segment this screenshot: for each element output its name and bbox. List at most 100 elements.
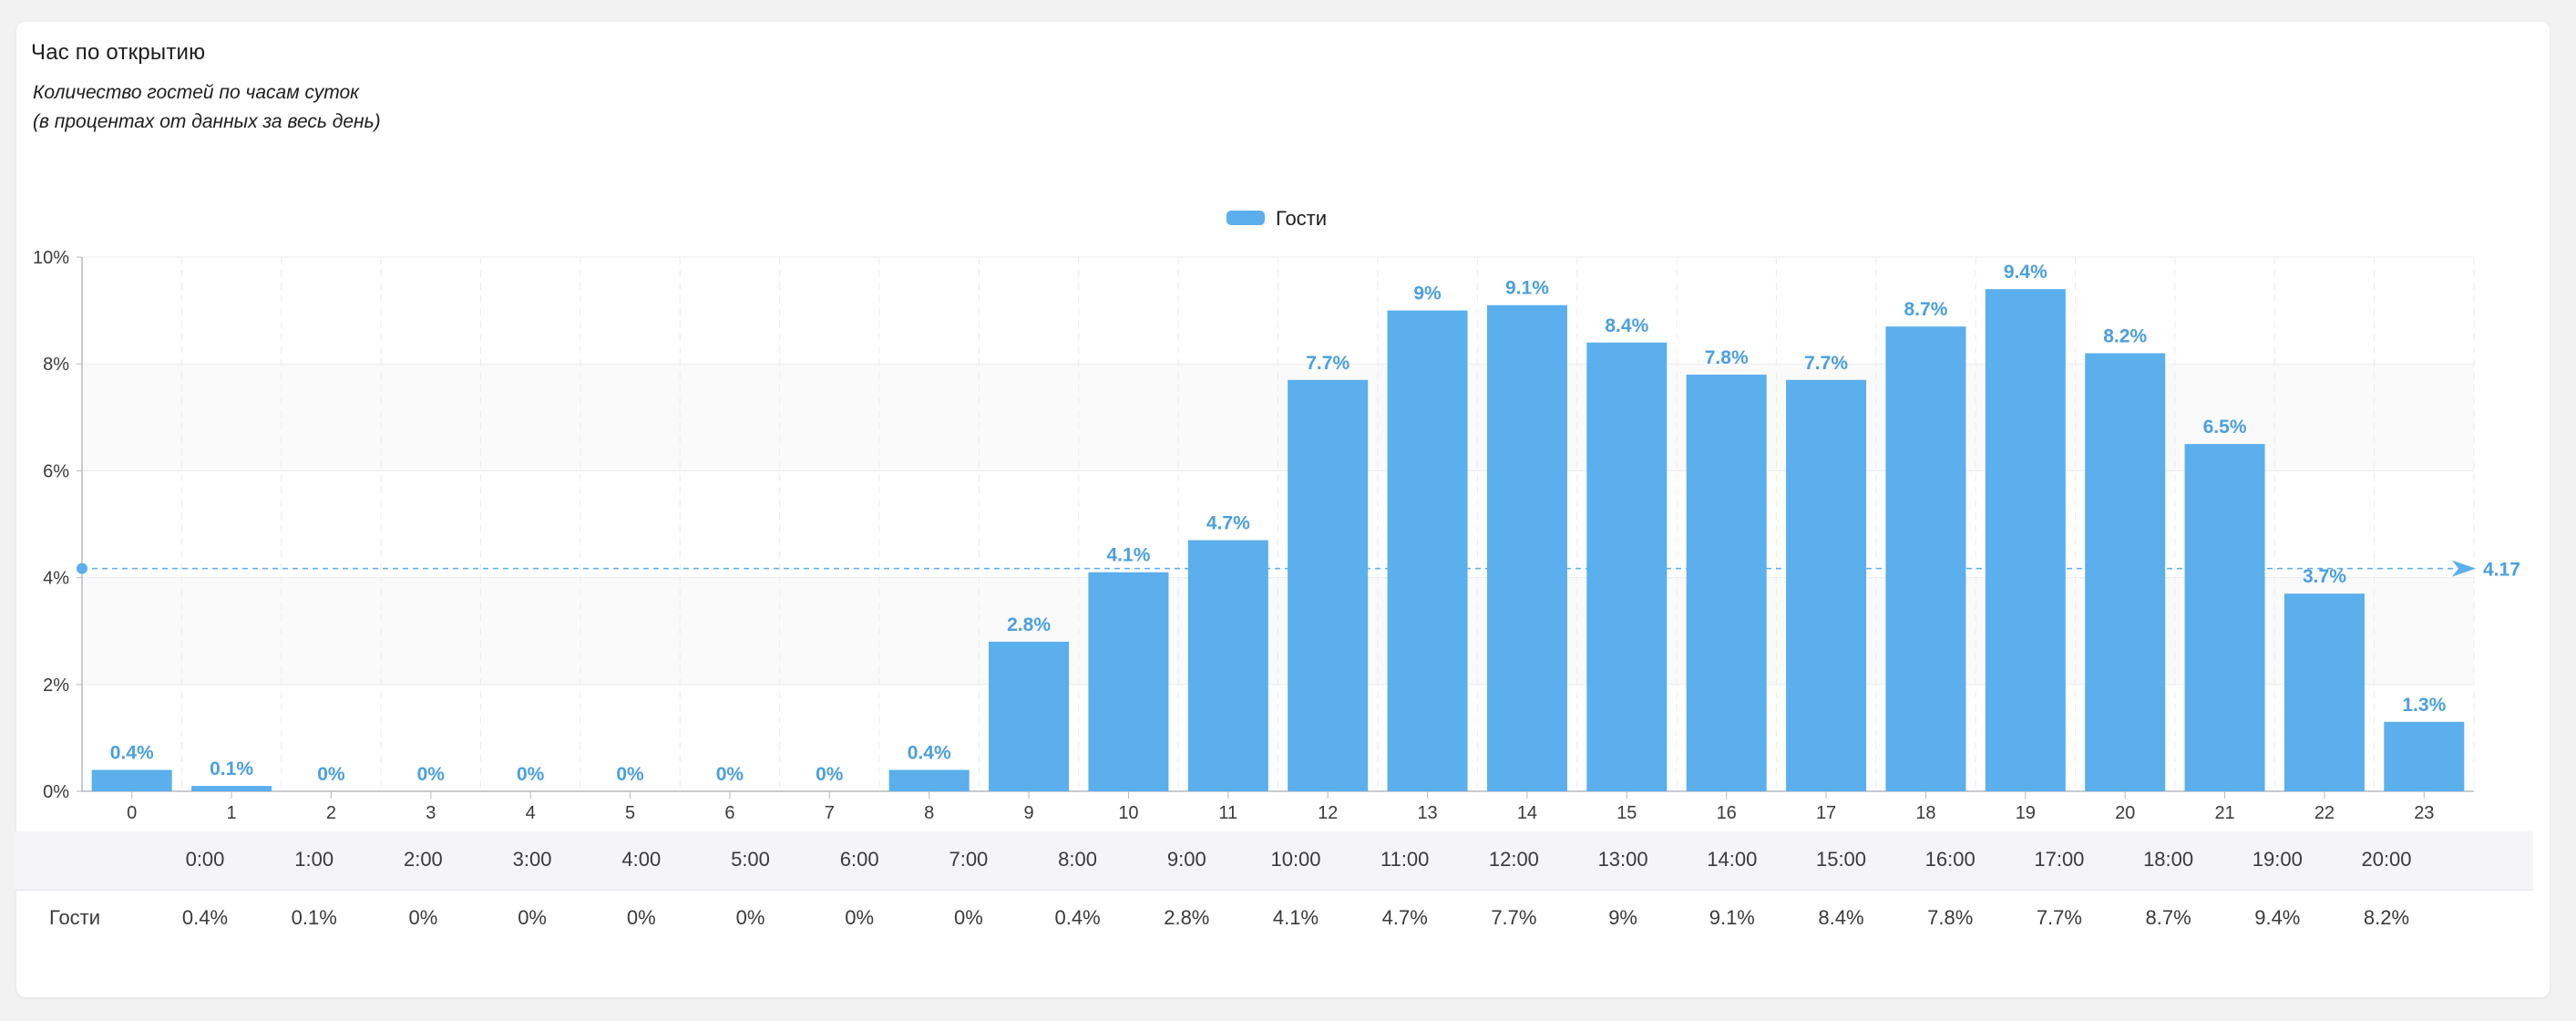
bar-20 bbox=[2085, 353, 2166, 791]
subtitle-line-2: (в процентах от данных за весь день) bbox=[33, 111, 381, 132]
bar-11 bbox=[1187, 540, 1268, 791]
chart-title: Час по открытию bbox=[31, 40, 206, 65]
bar-value-label: 0% bbox=[816, 764, 844, 785]
table-column-header: 9:00 bbox=[1166, 848, 1206, 871]
table-column-header: 0:00 bbox=[185, 848, 225, 871]
bar-chart: 0%2%4%6%8%10%0.4%00.1%10%20%30%40%50%60%… bbox=[33, 207, 2520, 820]
table-cell: 8.7% bbox=[2145, 906, 2191, 929]
bar-21 bbox=[2184, 444, 2265, 791]
x-tick-label: 2 bbox=[326, 803, 336, 820]
table-column-header: 18:00 bbox=[2143, 848, 2194, 871]
table-column-header: 7:00 bbox=[949, 848, 989, 871]
x-tick-label: 10 bbox=[1118, 803, 1138, 820]
table-cell: 0% bbox=[626, 906, 656, 929]
bar-value-label: 0.1% bbox=[210, 758, 253, 779]
bar-8 bbox=[888, 769, 970, 791]
bar-value-label: 2.8% bbox=[1007, 614, 1051, 635]
bar-23 bbox=[2384, 721, 2465, 791]
table-column-header: 17:00 bbox=[2034, 848, 2085, 871]
table-column-header: 10:00 bbox=[1270, 848, 1321, 871]
table-cell: 4.1% bbox=[1272, 906, 1319, 929]
table-cell: 9.1% bbox=[1709, 906, 1755, 929]
x-tick-label: 0 bbox=[127, 803, 137, 820]
y-tick-label: 6% bbox=[43, 461, 69, 481]
table-cell: 2.8% bbox=[1164, 906, 1210, 929]
table-column-header: 14:00 bbox=[1707, 848, 1758, 871]
table-cell: 4.7% bbox=[1381, 906, 1428, 929]
bar-value-label: 9.4% bbox=[2004, 262, 2047, 283]
table-column-header: 6:00 bbox=[839, 848, 879, 871]
y-tick-label: 4% bbox=[43, 569, 69, 589]
bar-value-label: 7.7% bbox=[1306, 353, 1350, 374]
x-tick-label: 15 bbox=[1616, 803, 1637, 820]
chart-subtitle: Количество гостей по часам суток (в проц… bbox=[33, 78, 381, 137]
x-tick-label: 7 bbox=[825, 803, 835, 820]
x-tick-label: 1 bbox=[227, 803, 237, 820]
table-column-header: 11:00 bbox=[1380, 848, 1430, 871]
bar-value-label: 9.1% bbox=[1505, 278, 1549, 299]
subtitle-line-1: Количество гостей по часам суток bbox=[33, 82, 360, 103]
table-row-label: Гости bbox=[49, 906, 101, 929]
data-table-divider bbox=[15, 890, 2533, 891]
bar-value-label: 9% bbox=[1413, 284, 1442, 304]
table-cell: 0% bbox=[845, 906, 875, 929]
bar-value-label: 7.7% bbox=[1804, 353, 1848, 374]
bar-18 bbox=[1885, 326, 1966, 791]
bar-value-label: 4.7% bbox=[1206, 513, 1250, 534]
average-line-start bbox=[77, 562, 87, 574]
table-column-header: 2:00 bbox=[403, 848, 443, 871]
x-tick-label: 17 bbox=[1816, 803, 1836, 820]
x-tick-label: 4 bbox=[526, 803, 536, 820]
x-tick-label: 5 bbox=[625, 803, 635, 820]
bar-1 bbox=[191, 786, 272, 791]
bar-value-label: 0.4% bbox=[908, 743, 951, 764]
legend-label: Гости bbox=[1276, 207, 1327, 230]
bar-15 bbox=[1586, 342, 1668, 791]
bar-value-label: 0% bbox=[716, 764, 744, 785]
table-cell: 7.7% bbox=[1491, 906, 1537, 929]
table-column-header: 4:00 bbox=[621, 848, 662, 871]
x-tick-label: 16 bbox=[1717, 803, 1737, 820]
x-tick-label: 20 bbox=[2115, 803, 2135, 820]
bar-16 bbox=[1686, 374, 1767, 791]
bar-value-label: 7.8% bbox=[1705, 347, 1749, 368]
bar-value-label: 0% bbox=[417, 764, 446, 785]
bar-value-label: 0% bbox=[517, 764, 545, 785]
table-cell: 9% bbox=[1608, 906, 1637, 929]
x-tick-label: 21 bbox=[2214, 803, 2234, 820]
bar-22 bbox=[2284, 593, 2365, 791]
bar-value-label: 0.4% bbox=[110, 743, 154, 764]
x-tick-label: 11 bbox=[1218, 803, 1237, 820]
table-column-header: 19:00 bbox=[2252, 848, 2303, 871]
bar-14 bbox=[1486, 304, 1567, 791]
y-tick-label: 8% bbox=[43, 355, 69, 375]
bar-19 bbox=[1985, 289, 2066, 791]
table-cell: 0.4% bbox=[1054, 906, 1101, 929]
table-column-header: 3:00 bbox=[512, 848, 552, 871]
bar-value-label: 6.5% bbox=[2203, 417, 2247, 438]
bar-9 bbox=[989, 641, 1070, 791]
average-line-label: 4.17 bbox=[2483, 560, 2520, 581]
data-table-header bbox=[15, 831, 2533, 890]
bar-value-label: 8.2% bbox=[2103, 325, 2147, 346]
table-column-header: 5:00 bbox=[731, 848, 770, 871]
bar-value-label: 1.3% bbox=[2402, 695, 2446, 716]
bar-17 bbox=[1786, 379, 1867, 791]
bar-value-label: 4.1% bbox=[1107, 545, 1151, 566]
table-cell: 0% bbox=[408, 906, 438, 929]
bar-value-label: 0% bbox=[317, 764, 345, 785]
bar-value-label: 0% bbox=[616, 764, 644, 785]
x-tick-label: 23 bbox=[2414, 803, 2434, 820]
y-tick-label: 0% bbox=[43, 782, 69, 802]
table-cell: 0% bbox=[518, 906, 547, 929]
x-tick-label: 18 bbox=[1915, 803, 1935, 820]
bar-13 bbox=[1387, 310, 1468, 792]
table-cell: 0.4% bbox=[181, 906, 229, 929]
y-tick-label: 10% bbox=[33, 248, 69, 268]
table-cell: 7.8% bbox=[1927, 906, 1974, 929]
bar-0 bbox=[91, 769, 172, 791]
bar-10 bbox=[1088, 572, 1169, 791]
bar-12 bbox=[1288, 379, 1369, 791]
table-cell: 0.1% bbox=[291, 906, 337, 929]
bar-value-label: 8.7% bbox=[1904, 299, 1948, 320]
